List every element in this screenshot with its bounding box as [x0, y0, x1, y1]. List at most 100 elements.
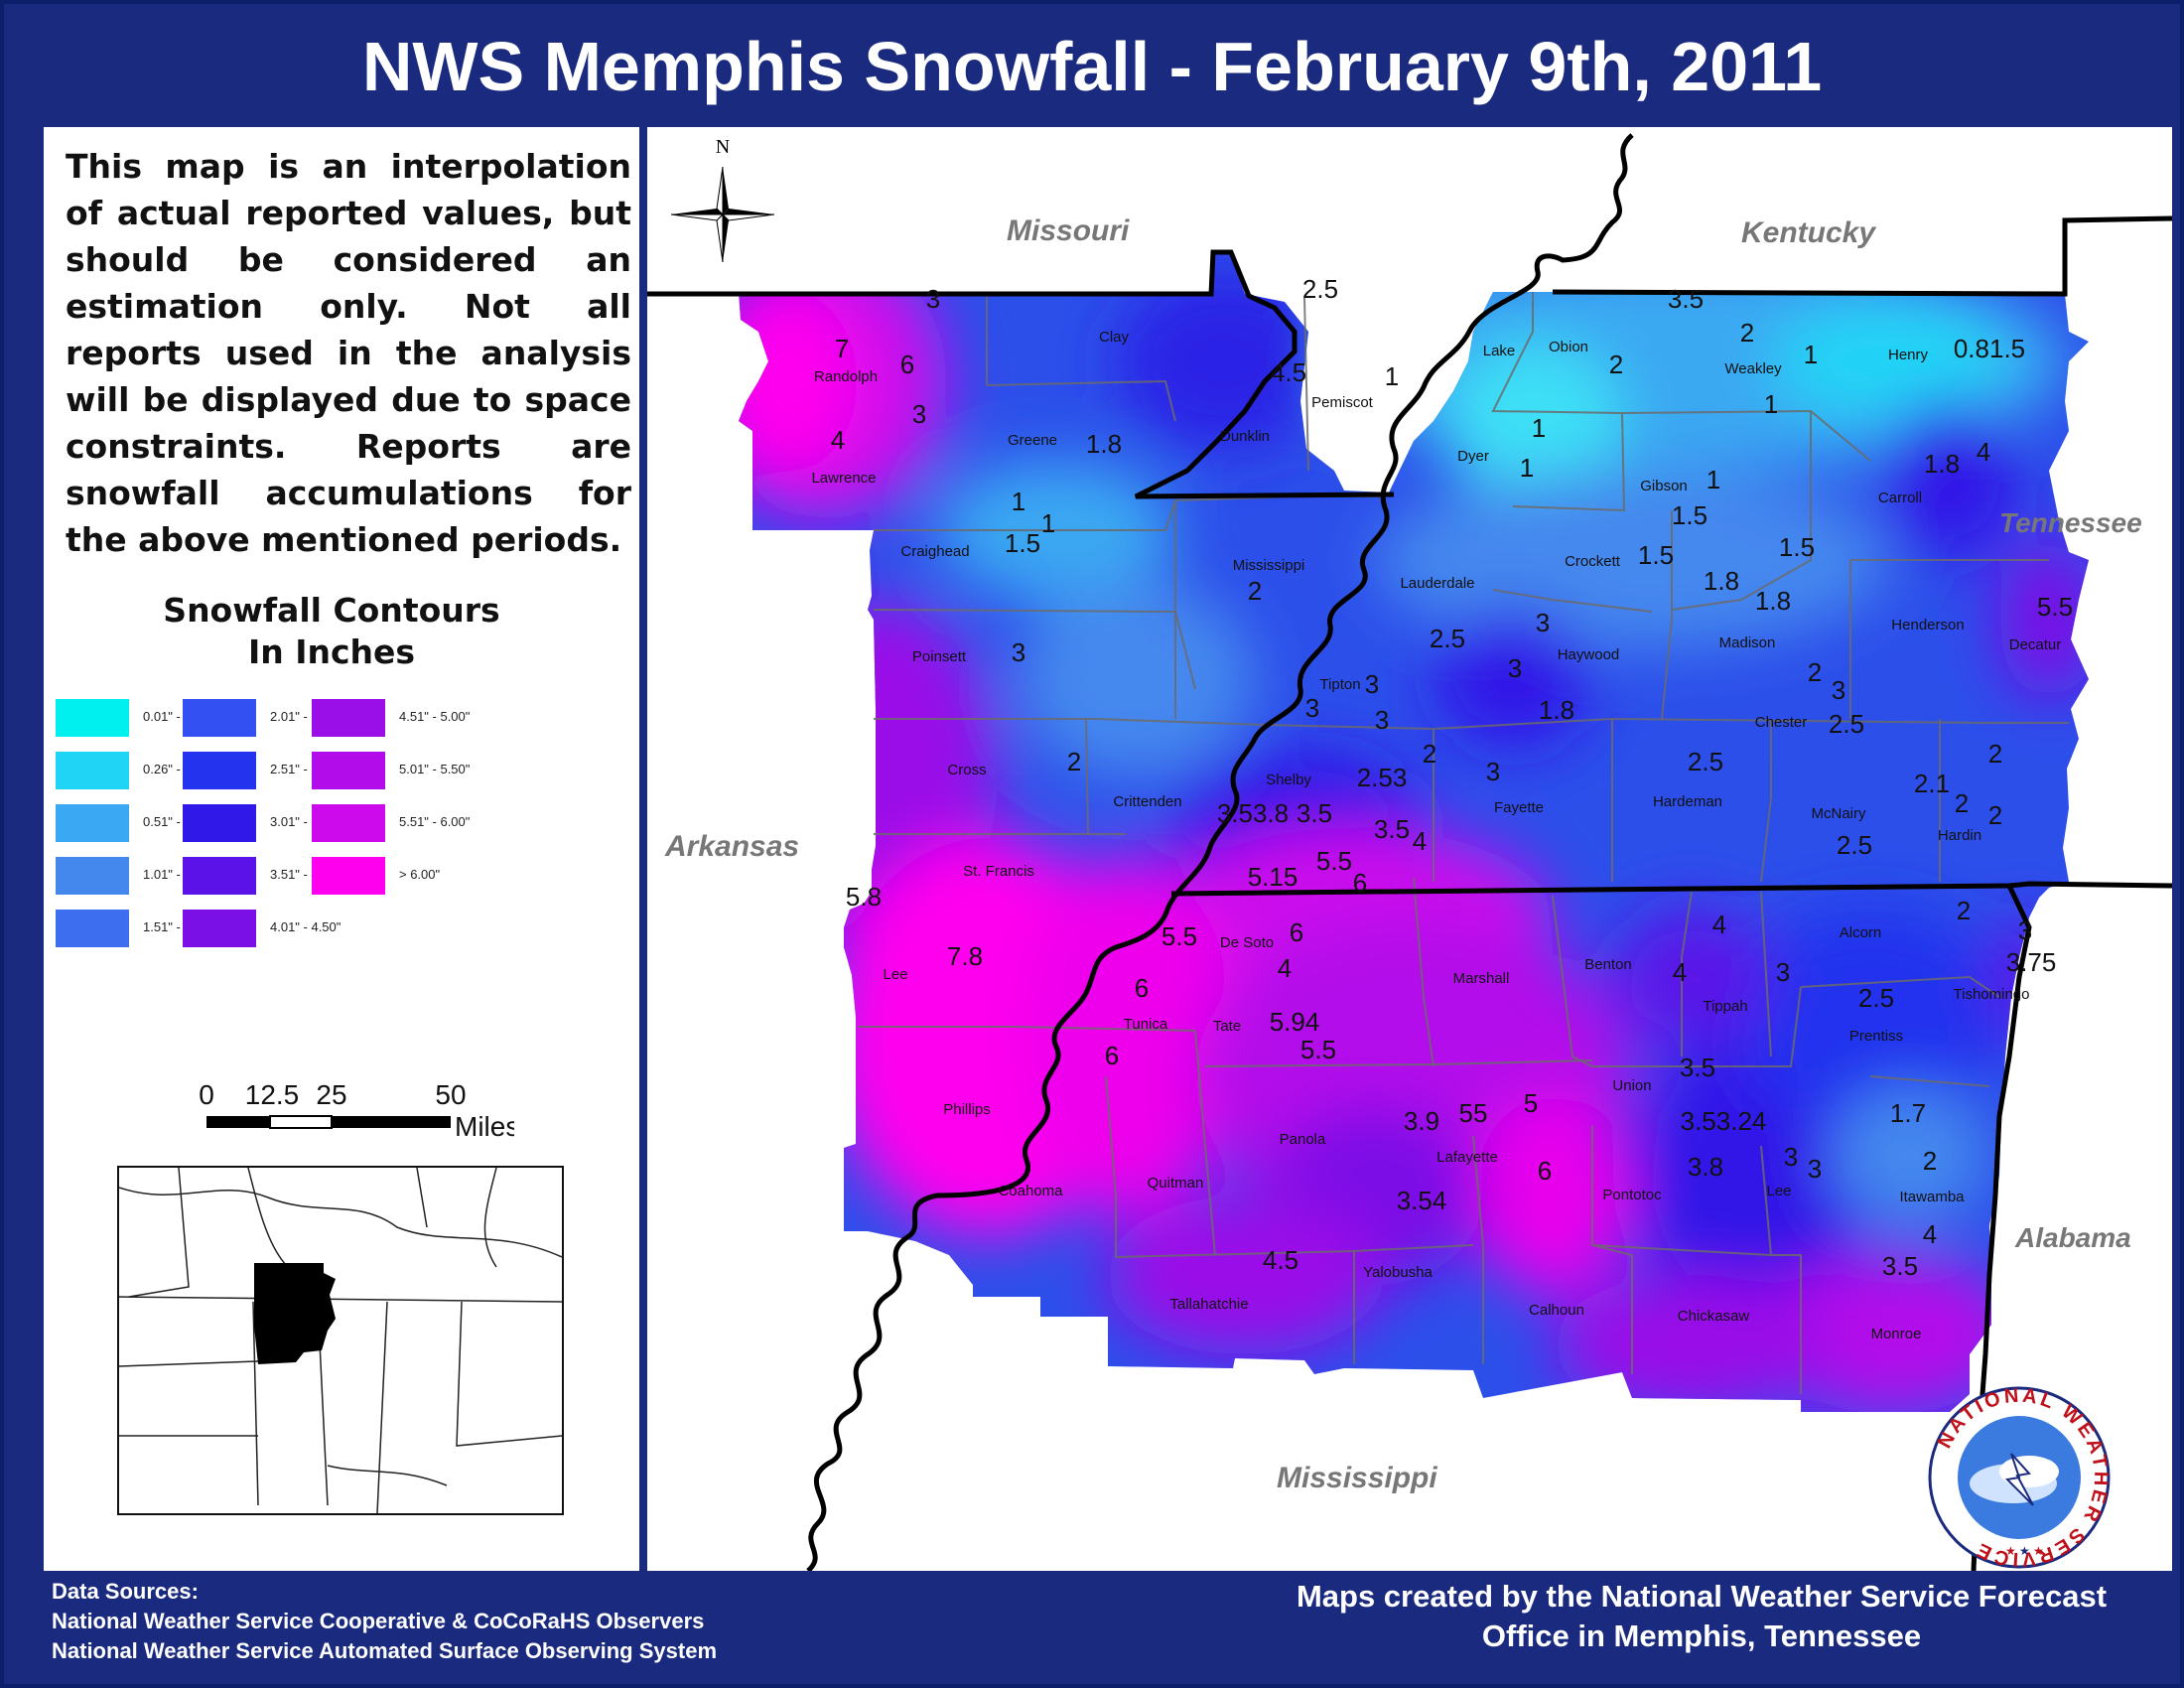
county-label: Weakley — [1724, 360, 1782, 377]
snowfall-report: 3.75 — [2006, 947, 2057, 977]
county-label: Dunklin — [1220, 428, 1270, 445]
page-title: NWS Memphis Snowfall - February 9th, 201… — [361, 28, 1823, 105]
snowfall-report: 3 — [1375, 705, 1389, 735]
nws-logo: NATIONAL WEATHER SERVICE ★ ★ ★ — [1928, 1385, 2111, 1570]
county-label: McNairy — [1812, 805, 1866, 822]
legend-swatch — [56, 910, 129, 947]
county-label: Cross — [947, 762, 986, 778]
data-sources-title: Data Sources: — [52, 1579, 199, 1604]
county-label: Poinsett — [912, 648, 967, 665]
legend-swatch — [183, 857, 256, 895]
county-label: Shelby — [1266, 772, 1311, 788]
snowfall-report: 7.8 — [947, 941, 983, 971]
snowfall-report: 4 — [1413, 826, 1427, 856]
scale-bar: 0 12.5 25 50 Miles — [199, 1079, 514, 1142]
snowfall-report: 2 — [1988, 739, 2002, 769]
snowfall-report: 5.5 — [1161, 921, 1197, 951]
county-label: Henry — [1888, 347, 1929, 363]
data-source-asos: National Weather Service Automated Surfa… — [52, 1638, 718, 1663]
legend-swatch — [312, 804, 385, 842]
compass-rose: N — [670, 136, 775, 263]
snowfall-report: 1 — [1804, 340, 1818, 369]
snowfall-report: 5.5 — [1316, 846, 1352, 876]
county-label: Tipton — [1319, 676, 1360, 693]
snowfall-report: 1 — [1706, 465, 1720, 494]
snowfall-report: 2.1 — [1914, 769, 1950, 798]
left-panel: This map is an interpolation of actual r… — [44, 127, 639, 1571]
county-label: Carroll — [1878, 490, 1922, 506]
county-label: Madison — [1719, 634, 1776, 651]
legend-label: 4.51" - 5.00" — [399, 709, 471, 724]
legend-item: 4.51" - 5.00" — [312, 699, 510, 737]
county-label: Marshall — [1453, 970, 1510, 987]
snowfall-report: 3 — [1508, 653, 1522, 683]
county-label: Greene — [1008, 432, 1057, 449]
state-label-kentucky: Kentucky — [1741, 216, 1876, 249]
snowfall-report: 2 — [1957, 896, 1971, 925]
county-label: Decatur — [2009, 636, 2062, 653]
snowfall-report: 6 — [900, 350, 914, 379]
county-label: Calhoun — [1529, 1302, 1584, 1319]
snowfall-report: 4.5 — [1263, 1245, 1298, 1275]
snowfall-report: 5 — [1524, 1088, 1538, 1118]
snowfall-report: 5.15 — [1248, 862, 1298, 892]
snowfall-report: 6 — [1290, 917, 1303, 947]
snowfall-report: 5.94 — [1270, 1007, 1320, 1037]
county-label: Obion — [1549, 339, 1588, 355]
snowfall-report: 2 — [1609, 350, 1623, 379]
legend-item: 4.01" - 4.50" — [183, 910, 381, 947]
legend-label: 5.01" - 5.50" — [399, 762, 471, 776]
county-label: Panola — [1280, 1131, 1326, 1148]
snowfall-report: 5.8 — [846, 882, 882, 912]
county-label: Hardin — [1938, 827, 1981, 844]
snowfall-report: 3 — [2018, 915, 2032, 945]
snowfall-report: 5.5 — [1300, 1035, 1336, 1064]
snowfall-report: 6 — [1538, 1156, 1552, 1186]
snowfall-report: 3.9 — [1404, 1106, 1439, 1136]
snowfall-report: 1 — [1041, 508, 1055, 538]
snowfall-report: 2 — [1740, 318, 1754, 348]
snowfall-report: 4 — [1673, 957, 1687, 987]
legend-item: 1.01" - 1.50" — [56, 857, 254, 895]
county-label: Alcorn — [1840, 924, 1882, 941]
snowfall-report: 3.5 — [1668, 284, 1704, 314]
county-label: Monroe — [1871, 1326, 1922, 1342]
snowfall-report: 1.7 — [1890, 1098, 1926, 1128]
county-label: Randolph — [814, 368, 878, 385]
legend-item: 5.01" - 5.50" — [312, 752, 510, 789]
locator-highlight — [254, 1263, 336, 1364]
snowfall-report: 3.5 — [1680, 1053, 1715, 1082]
snowfall-report: 7 — [835, 334, 849, 363]
data-source-coop: National Weather Service Cooperative & C… — [52, 1609, 705, 1633]
county-label: Craighead — [900, 543, 969, 560]
snowfall-report: 6 — [1105, 1041, 1119, 1070]
snowfall-report: 1.8 — [1704, 566, 1739, 596]
county-label: Dyer — [1457, 448, 1489, 465]
snowfall-report: 3.53.8 — [1217, 798, 1289, 828]
state-label-mississippi: Mississippi — [1277, 1462, 1437, 1494]
county-label: Lafayette — [1436, 1149, 1498, 1166]
svg-text:★: ★ — [2033, 1544, 2044, 1558]
county-label: Crittenden — [1113, 793, 1181, 810]
scale-unit: Miles — [455, 1111, 514, 1142]
mississippi-river — [806, 133, 1634, 1571]
snowfall-report: 1 — [1764, 389, 1778, 419]
snowfall-report: 3 — [926, 284, 940, 314]
county-labels: Randolph Clay Pemiscot Lake Obion Weakley Henr… — [811, 329, 2061, 1342]
snowfall-report: 3.5 — [1374, 814, 1410, 844]
county-label: Crockett — [1565, 553, 1621, 570]
legend-swatch — [312, 699, 385, 737]
county-label: Henderson — [1891, 617, 1964, 633]
credit-line2: Office in Memphis, Tennessee — [1481, 1618, 1922, 1653]
scale-tick-0: 0 — [199, 1079, 214, 1110]
county-label: Union — [1612, 1077, 1651, 1094]
snowfall-report: 3 — [1808, 1154, 1822, 1184]
snowfall-report: 3.54 — [1397, 1186, 1447, 1215]
snowfall-report: 2.5 — [1858, 983, 1894, 1013]
snowfall-report: 3 — [1486, 757, 1500, 786]
legend-label: 5.51" - 6.00" — [399, 814, 471, 829]
snowfall-report: 1.8 — [1755, 586, 1791, 616]
legend-title-line2: In Inches — [247, 633, 416, 671]
snowfall-report: 3 — [1365, 669, 1379, 699]
